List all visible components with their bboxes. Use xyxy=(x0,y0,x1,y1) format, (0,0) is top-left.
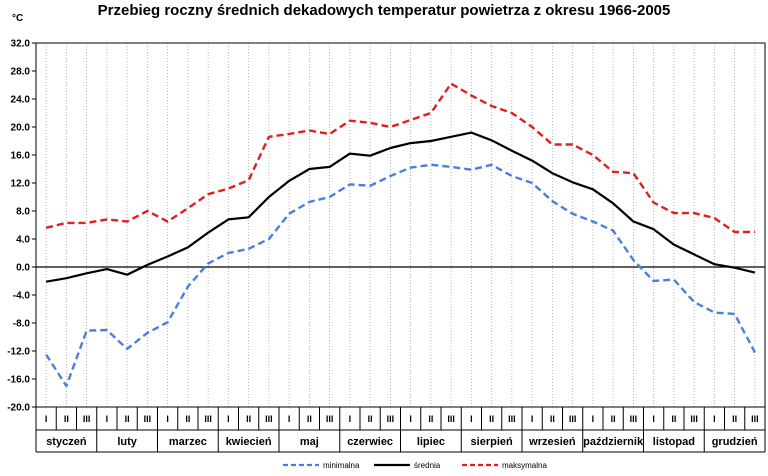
y-tick-label: 16.0 xyxy=(11,151,31,162)
y-tick-label: -12.0 xyxy=(7,347,30,358)
decade-label: I xyxy=(288,414,291,424)
y-tick-label: -16.0 xyxy=(7,375,30,386)
series-lines xyxy=(45,82,756,388)
decade-label: I xyxy=(227,414,230,424)
decade-label: III xyxy=(326,414,334,424)
decade-label: II xyxy=(368,414,373,424)
grid-lines xyxy=(45,43,756,407)
decade-label: II xyxy=(307,414,312,424)
decade-label: II xyxy=(125,414,130,424)
decade-label: III xyxy=(630,414,638,424)
axes xyxy=(32,42,766,408)
y-tick-label: 12.0 xyxy=(11,179,31,190)
decade-label: I xyxy=(470,414,473,424)
legend-label: średnia xyxy=(414,461,441,470)
decade-label: I xyxy=(592,414,595,424)
decade-label: III xyxy=(447,414,455,424)
series-line xyxy=(45,82,755,234)
decade-label: III xyxy=(387,414,395,424)
decade-label: III xyxy=(690,414,698,424)
decade-label: I xyxy=(531,414,534,424)
decade-label: III xyxy=(83,414,91,424)
series-line xyxy=(45,131,756,283)
legend: minimalna średnia maksymalna xyxy=(283,461,547,470)
decade-label: III xyxy=(569,414,577,424)
month-label: marzec xyxy=(169,436,207,448)
plot-frame xyxy=(35,42,766,408)
x-category-axis: I II III I II III I II III I II III I II III I II III I II I… xyxy=(35,407,766,453)
month-label: kwiecień xyxy=(226,436,272,448)
y-axis-unit: °C xyxy=(12,13,23,24)
decade-label: I xyxy=(106,414,109,424)
month-label: październik xyxy=(583,436,644,448)
legend-label: maksymalna xyxy=(502,461,547,470)
decade-label: II xyxy=(671,414,676,424)
decade-label: II xyxy=(64,414,69,424)
decade-label: III xyxy=(751,414,759,424)
decade-label: II xyxy=(489,414,494,424)
decade-label: II xyxy=(428,414,433,424)
decade-label: II xyxy=(732,414,737,424)
month-label: luty xyxy=(117,436,137,448)
decade-label: I xyxy=(166,414,169,424)
y-tick-label: -8.0 xyxy=(13,319,31,330)
y-tick-label: 28.0 xyxy=(11,67,31,78)
month-label: grudzień xyxy=(712,436,758,448)
month-label: maj xyxy=(300,436,319,448)
legend-label: minimalna xyxy=(323,461,360,470)
decade-label: I xyxy=(652,414,655,424)
y-tick-label: -4.0 xyxy=(13,291,31,302)
month-label: wrzesień xyxy=(528,436,576,448)
month-label: lipiec xyxy=(417,436,445,448)
y-tick-label: 32.0 xyxy=(11,39,31,50)
decade-label: I xyxy=(349,414,352,424)
decade-label: I xyxy=(713,414,716,424)
y-tick-label: 4.0 xyxy=(16,235,30,246)
chart-title: Przebieg roczny średnich dekadowych temp… xyxy=(97,2,671,19)
decade-label: II xyxy=(550,414,555,424)
month-label: styczeń xyxy=(46,436,87,448)
decade-label: II xyxy=(611,414,616,424)
series-line xyxy=(45,163,756,388)
y-tick-label: 20.0 xyxy=(11,123,31,134)
y-tick-label: -20.0 xyxy=(7,403,30,414)
decade-label: III xyxy=(265,414,273,424)
month-label: czerwiec xyxy=(347,436,393,448)
month-label: sierpień xyxy=(471,436,513,448)
decade-label: III xyxy=(144,414,152,424)
month-label: listopad xyxy=(653,436,695,448)
y-tick-labels: 32.0 28.0 24.0 20.0 16.0 12.0 8.0 4.0 0.0 -4.0 -8.… xyxy=(7,39,30,414)
y-tick-label: 8.0 xyxy=(16,207,30,218)
decade-label: III xyxy=(508,414,516,424)
decade-label: I xyxy=(409,414,412,424)
decade-label: III xyxy=(204,414,212,424)
y-tick-label: 0.0 xyxy=(16,263,30,274)
decade-label: II xyxy=(246,414,251,424)
decade-label: II xyxy=(185,414,190,424)
decade-label: I xyxy=(45,414,48,424)
y-tick-label: 24.0 xyxy=(11,95,31,106)
